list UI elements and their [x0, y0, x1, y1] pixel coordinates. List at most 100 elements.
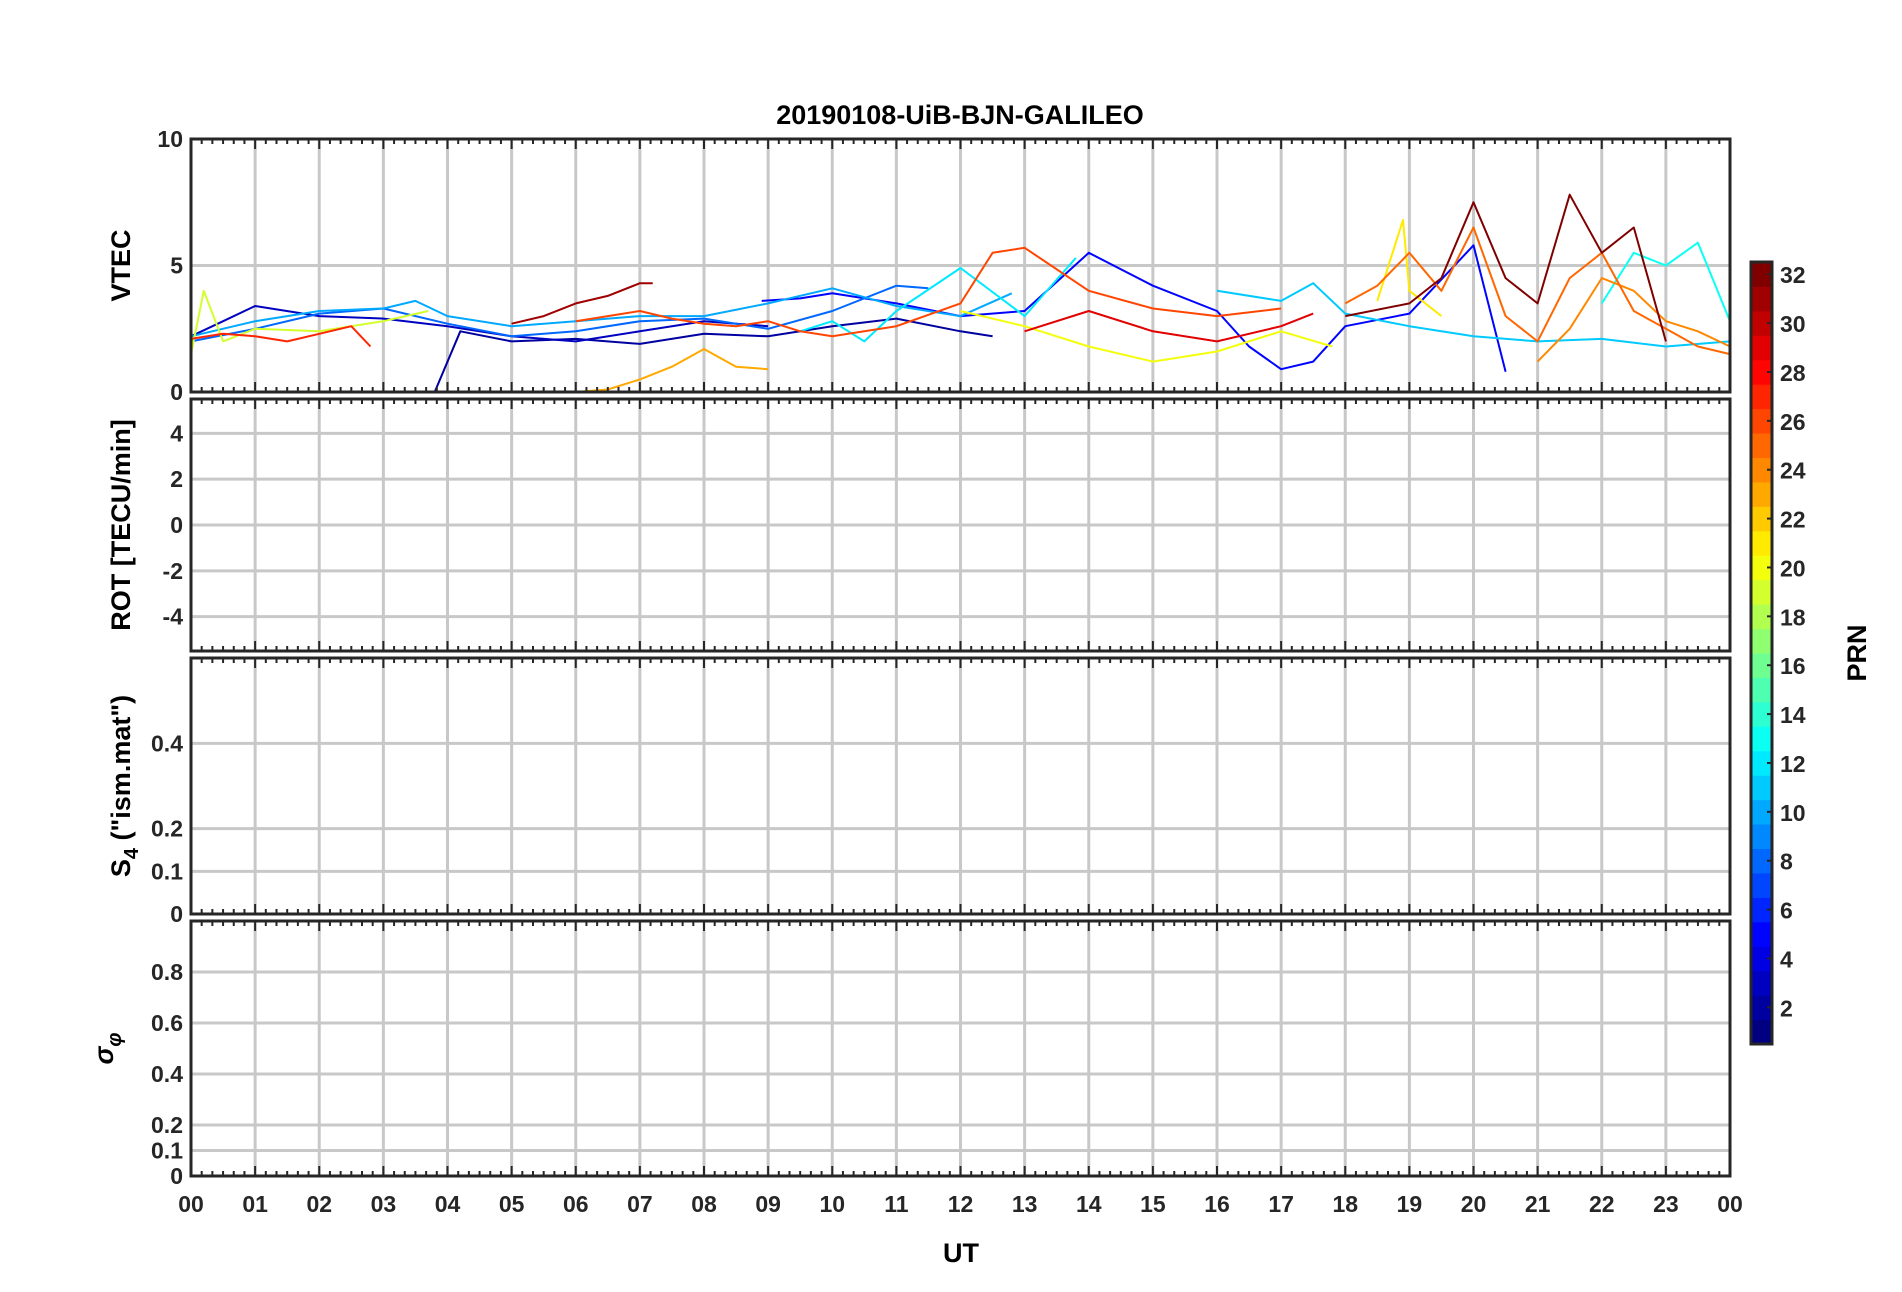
y-tick-label: 0.4 — [151, 1061, 183, 1087]
y-tick-label: 0 — [170, 512, 183, 538]
colorbar-tick-label: 12 — [1780, 751, 1806, 777]
colorbar-cell — [1751, 384, 1772, 410]
panel-sigma-phi-ticks: 00.10.2 0.4 0.6 0.8 — [151, 921, 1731, 1189]
colorbar-cell — [1751, 995, 1772, 1021]
y-tick-label: 4 — [170, 420, 183, 446]
series-prn-13 — [1600, 241, 1731, 322]
colorbar-cell — [1751, 726, 1772, 752]
colorbar-tick-label: 8 — [1780, 849, 1793, 875]
panel-vtec-frame — [189, 137, 1732, 394]
panel-vtec: 0 5 10 VTEC — [106, 126, 1732, 405]
colorbar-cell — [1751, 310, 1772, 336]
panel-sigma-phi: 00.10.2 0.4 0.6 0.8 σφ — [89, 919, 1732, 1189]
colorbar-cell — [1751, 262, 1772, 287]
panel-vtec-grid — [191, 139, 1730, 392]
panel-sigma-phi-frame — [189, 919, 1732, 1178]
colorbar-cell — [1751, 433, 1772, 458]
x-tick-label: 18 — [1332, 1191, 1358, 1217]
y-tick-label: -2 — [163, 558, 183, 584]
colorbar-cell — [1751, 286, 1772, 312]
series-prn-20 — [960, 310, 1333, 363]
series-prn-8 — [190, 284, 929, 343]
y-tick-label: 0 — [170, 1163, 183, 1189]
panel-rot-ylabel: ROT [TECU/min] — [106, 419, 136, 630]
series-prn-24 — [1536, 277, 1731, 363]
colorbar-cell — [1751, 628, 1772, 654]
colorbar-tick-label: 16 — [1780, 653, 1806, 679]
colorbar-tick-label: 22 — [1780, 507, 1806, 533]
colorbar-tick-label: 18 — [1780, 604, 1806, 630]
colorbar-cell — [1751, 408, 1772, 434]
x-tick-label: 20 — [1461, 1191, 1487, 1217]
panel-vtec-series — [190, 193, 1731, 393]
x-tick-labels: 00 01 02 03 04 05 06 07 08 09 10 11 12 13 14 15 16 17 18 19… — [178, 1191, 1743, 1217]
panel-s4-ylabel: S4 ("ism.mat") — [106, 695, 143, 877]
colorbar-cell — [1751, 506, 1772, 532]
panel-s4-frame — [189, 656, 1732, 916]
colorbar-cell — [1751, 579, 1772, 605]
x-tick-label: 21 — [1525, 1191, 1551, 1217]
series-prn-23 — [575, 348, 769, 393]
colorbar-cell — [1751, 775, 1772, 801]
colorbar-cell — [1751, 824, 1772, 849]
y-tick-label: 0.1 — [151, 1138, 183, 1164]
y-tick-label: 0.4 — [151, 730, 183, 756]
series-prn-25 — [1344, 226, 1731, 356]
x-tick-label: 05 — [499, 1191, 525, 1217]
series-prn-29 — [1024, 310, 1314, 343]
colorbar-cell — [1751, 750, 1772, 776]
x-tick-label: 00 — [1717, 1191, 1743, 1217]
y-tick-label: 0.8 — [151, 959, 183, 985]
x-tick-label: 11 — [884, 1191, 909, 1217]
x-tick-label: 03 — [371, 1191, 397, 1217]
colorbar-cell — [1751, 653, 1772, 678]
panel-rot-grid — [191, 399, 1730, 651]
x-tick-label: 23 — [1653, 1191, 1679, 1217]
y-tick-label: 2 — [170, 466, 183, 492]
colorbar-tick-label: 30 — [1780, 311, 1806, 337]
colorbar-cell — [1751, 335, 1772, 361]
colorbar-cell — [1751, 1019, 1772, 1045]
colorbar-tick-label: 26 — [1780, 409, 1806, 435]
panel-sigma-phi-grid — [191, 921, 1730, 1176]
panel-s4: 0 0.1 0.2 0.4 S4 ("ism.mat") — [106, 656, 1732, 927]
colorbar-tick-label: 24 — [1780, 458, 1806, 484]
colorbar-cell — [1751, 457, 1772, 483]
panel-sigma-phi-ylabel: σφ — [89, 1033, 126, 1065]
series-prn-11 — [1216, 282, 1731, 348]
x-tick-label: 13 — [1012, 1191, 1038, 1217]
x-tick-label: 02 — [306, 1191, 332, 1217]
x-tick-label: 08 — [691, 1191, 717, 1217]
x-tick-label: 17 — [1268, 1191, 1294, 1217]
colorbar-tick-label: 20 — [1780, 555, 1806, 581]
colorbar-cell — [1751, 481, 1772, 507]
y-tick-label: 0.6 — [151, 1010, 183, 1036]
colorbar-cell — [1751, 799, 1772, 825]
colorbar-cell — [1751, 946, 1772, 972]
colorbar-cell — [1751, 677, 1772, 703]
series-prn-3 — [190, 305, 769, 343]
colorbar-cell — [1751, 530, 1772, 556]
colorbar-tick-label: 32 — [1780, 262, 1806, 288]
colorbar-cell — [1751, 921, 1772, 947]
y-tick-label: 0.2 — [151, 816, 183, 842]
colorbar-frame — [1749, 260, 1774, 1046]
x-tick-label: 09 — [755, 1191, 781, 1217]
colorbar-tick-label: 14 — [1780, 702, 1806, 728]
colorbar-cell — [1751, 701, 1772, 727]
colorbar-cell — [1751, 897, 1772, 923]
x-tick-label: 10 — [819, 1191, 845, 1217]
series-prn-12 — [799, 257, 1077, 343]
series-prn-19 — [190, 289, 429, 355]
panel-rot-frame — [189, 397, 1732, 653]
x-tick-label: 19 — [1397, 1191, 1423, 1217]
x-tick-label: 16 — [1204, 1191, 1230, 1217]
colorbar-cell — [1751, 872, 1772, 898]
x-tick-label: 14 — [1076, 1191, 1102, 1217]
x-tick-label: 15 — [1140, 1191, 1166, 1217]
x-tick-label: 01 — [242, 1191, 268, 1217]
colorbar-cell — [1751, 848, 1772, 874]
x-tick-label: 06 — [563, 1191, 589, 1217]
